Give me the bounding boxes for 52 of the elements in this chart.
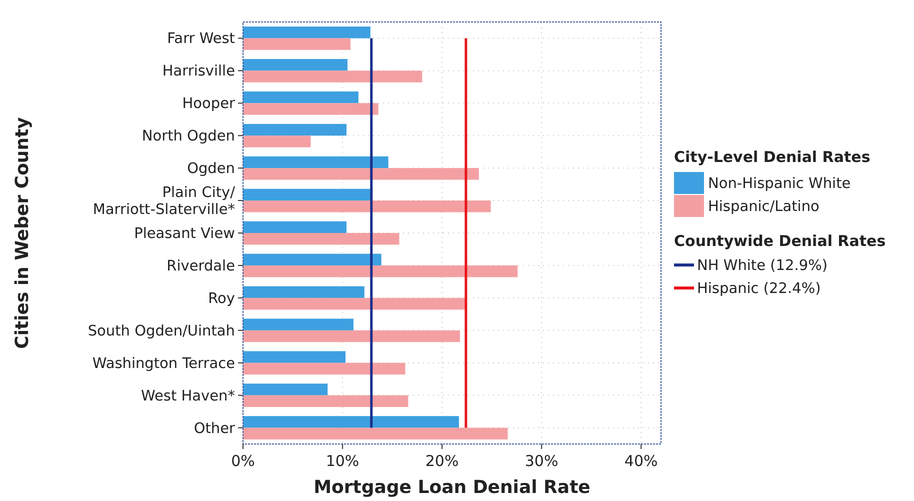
- y-tick-label: Farr West: [167, 31, 236, 48]
- bar: [243, 26, 370, 38]
- y-tick-label: Pleasant View: [134, 226, 236, 242]
- y-tick-label: Plain City/ Marriott-Slaterville*: [92, 185, 236, 218]
- bar: [243, 428, 508, 440]
- legend-label: Hispanic/Latino: [708, 199, 820, 215]
- bar: [243, 351, 346, 363]
- bar: [243, 200, 491, 212]
- bar: [243, 38, 350, 50]
- y-tick-label: Ogden: [187, 161, 235, 178]
- y-tick-label: Riverdale: [166, 258, 236, 274]
- bar: [243, 70, 422, 82]
- bar: [243, 362, 406, 375]
- bar: [243, 298, 465, 310]
- y-axis-title: Cities in Weber County: [12, 116, 33, 349]
- y-tick-label: West Haven*: [141, 388, 235, 404]
- x-tick-label: 40%: [624, 452, 658, 470]
- x-axis-title: Mortgage Loan Denial Rate: [314, 477, 590, 498]
- text: Countywide Denial Rates: [674, 232, 886, 250]
- y-tick-label: North Ogden: [142, 128, 235, 145]
- bar: [243, 318, 354, 330]
- bar: [243, 156, 388, 168]
- bar: [243, 103, 378, 115]
- x-tick-label: 20%: [425, 452, 459, 470]
- y-tick-label: South Ogden/Uintah: [88, 323, 235, 340]
- legend-title: City-Level Denial Rates: [674, 148, 870, 166]
- legend-label: NH White (12.9%): [697, 258, 828, 274]
- y-tick-label: Hooper: [182, 96, 236, 112]
- bar: [243, 384, 328, 396]
- bar: [243, 254, 382, 266]
- bar: [243, 124, 347, 136]
- bar: [243, 416, 459, 428]
- bar: [243, 233, 400, 245]
- bar: [243, 91, 358, 104]
- bar: [243, 188, 370, 201]
- bar: [243, 286, 364, 298]
- x-tick-label: 0%: [231, 452, 255, 470]
- bar: [243, 395, 408, 407]
- y-tick-label: Harrisville: [162, 64, 236, 80]
- bar: [243, 221, 347, 233]
- bar: [243, 330, 460, 342]
- y-tick-label: Washington Terrace: [92, 356, 236, 372]
- y-tick-label: Other: [194, 420, 236, 437]
- bar: [243, 265, 518, 278]
- bar: [243, 59, 348, 71]
- y-tick-label: Roy: [208, 290, 236, 307]
- x-tick-label: 30%: [524, 452, 558, 470]
- x-tick-label: 10%: [326, 452, 360, 470]
- bar: [243, 168, 479, 180]
- legend-label: Non-Hispanic White: [708, 176, 851, 192]
- legend-label: Hispanic (22.4%): [697, 281, 821, 297]
- bar: [243, 136, 311, 148]
